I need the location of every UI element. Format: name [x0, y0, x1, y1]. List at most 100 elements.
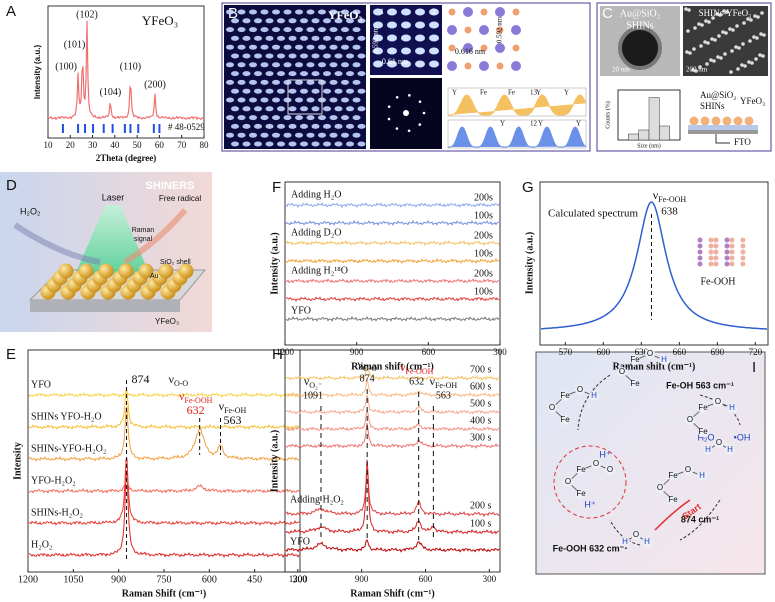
- group-label: Adding D₂O: [291, 227, 341, 238]
- x-tick-label: 570: [559, 347, 573, 357]
- atom-column: [329, 27, 338, 33]
- zoom-atom: [373, 60, 383, 68]
- fft-spot: [422, 111, 426, 115]
- adding-label: Adding H₂O₂: [290, 494, 344, 505]
- zoom-atom: [415, 60, 425, 68]
- atom-column: [357, 53, 366, 59]
- atom: H: [591, 391, 597, 400]
- radical-arrow: [123, 208, 188, 265]
- panel-c-frame: [596, 2, 772, 152]
- sem-particle: [743, 64, 747, 68]
- atom-column: [341, 132, 349, 138]
- atom-column: [237, 97, 246, 103]
- fft-spot: [395, 96, 399, 99]
- atom-column: [231, 141, 239, 147]
- shin: [722, 116, 732, 126]
- atom-bg: [668, 495, 678, 505]
- sem-particle: [719, 56, 723, 60]
- atom-bg: [547, 403, 557, 413]
- atom: Fe: [576, 489, 586, 498]
- label: YFeO₃: [155, 317, 179, 326]
- model-atom: [724, 255, 730, 261]
- schematic-label: YFeO₃: [740, 96, 765, 106]
- x-axis-label: Size (nm): [637, 142, 661, 149]
- sem-particle: [761, 54, 765, 58]
- atom-bg: [698, 427, 708, 437]
- atom: O: [549, 403, 555, 412]
- trace-label: H₂O₂: [31, 539, 52, 550]
- trace-label: 200s: [474, 192, 493, 203]
- atom-column: [323, 71, 331, 77]
- atom-column: [242, 18, 251, 24]
- atom: H: [699, 471, 705, 480]
- crystal-atom: [479, 25, 489, 35]
- atom-column: [283, 62, 292, 68]
- atom-bg: [560, 415, 570, 425]
- atom: Fe: [630, 379, 640, 388]
- x-tick-label: 1200: [289, 574, 308, 584]
- atom-column: [226, 79, 234, 85]
- scheme-label: Fe-OOH 632 cm⁻¹: [553, 543, 628, 553]
- atom-column: [300, 123, 308, 129]
- atom-column: [283, 44, 292, 50]
- atom-column: [323, 53, 331, 59]
- model-label: Fe-OOH: [701, 276, 736, 287]
- peak-name: νO-O: [169, 372, 189, 389]
- atom: O: [647, 349, 653, 358]
- atom-column: [352, 27, 361, 33]
- x-tick-label: 600: [422, 347, 436, 357]
- nu-sub: Fe-OOH: [405, 367, 433, 376]
- atom: H: [729, 403, 735, 412]
- tem-label: Au@SiO₂: [620, 8, 660, 19]
- model-atom: [740, 255, 746, 261]
- atom-column: [295, 44, 303, 50]
- model-atom: [708, 261, 714, 267]
- atom-column: [288, 123, 297, 129]
- peak-label: (102): [76, 9, 98, 20]
- model-atom: [713, 249, 719, 255]
- atom: Fe: [560, 415, 570, 424]
- sem-particle: [718, 13, 722, 17]
- sem-particle: [713, 38, 717, 42]
- crystal-atom: [495, 7, 505, 17]
- sem-particle: [728, 27, 732, 31]
- model-atom: [724, 237, 730, 243]
- atom-bg: [698, 403, 708, 413]
- atom-column: [295, 62, 303, 68]
- atom-column: [295, 115, 303, 121]
- plot-frame: [539, 181, 769, 346]
- atom-bg: [725, 445, 735, 455]
- nu: ν: [179, 389, 185, 403]
- atom: O: [687, 415, 693, 424]
- g-title: Calculated spectrum: [548, 208, 639, 220]
- fft-spot: [387, 117, 391, 121]
- atom-column: [323, 18, 331, 24]
- spectrum: [28, 458, 300, 526]
- atom-column: [231, 123, 239, 129]
- atom-column: [254, 71, 262, 77]
- nu: ν: [400, 360, 406, 374]
- sem-particle: [723, 52, 727, 56]
- atom-column: [357, 141, 366, 147]
- peak-value: 638: [661, 206, 678, 218]
- atom-column: [300, 53, 308, 59]
- atom-column: [329, 132, 338, 138]
- atom-bg: [697, 471, 707, 481]
- sem-particle: [692, 47, 696, 51]
- sem-particle: [721, 30, 725, 34]
- atom-column: [277, 141, 285, 147]
- atom-column: [272, 9, 280, 15]
- trace-label: 300 s: [470, 432, 492, 443]
- atom-column: [237, 44, 246, 50]
- atom-column: [352, 44, 361, 50]
- trace-label: SHINs-H₂O₂: [31, 507, 83, 518]
- sem-label: SHINs-YFeO₃: [699, 8, 752, 18]
- atom-bg: [683, 465, 693, 475]
- model-atom: [713, 237, 719, 243]
- tem-particle: [618, 26, 662, 70]
- sem-particle: [694, 69, 698, 73]
- atom-column: [283, 132, 292, 138]
- atom-column: [277, 123, 285, 129]
- crystal-atom: [448, 8, 456, 16]
- atom-column: [272, 27, 280, 33]
